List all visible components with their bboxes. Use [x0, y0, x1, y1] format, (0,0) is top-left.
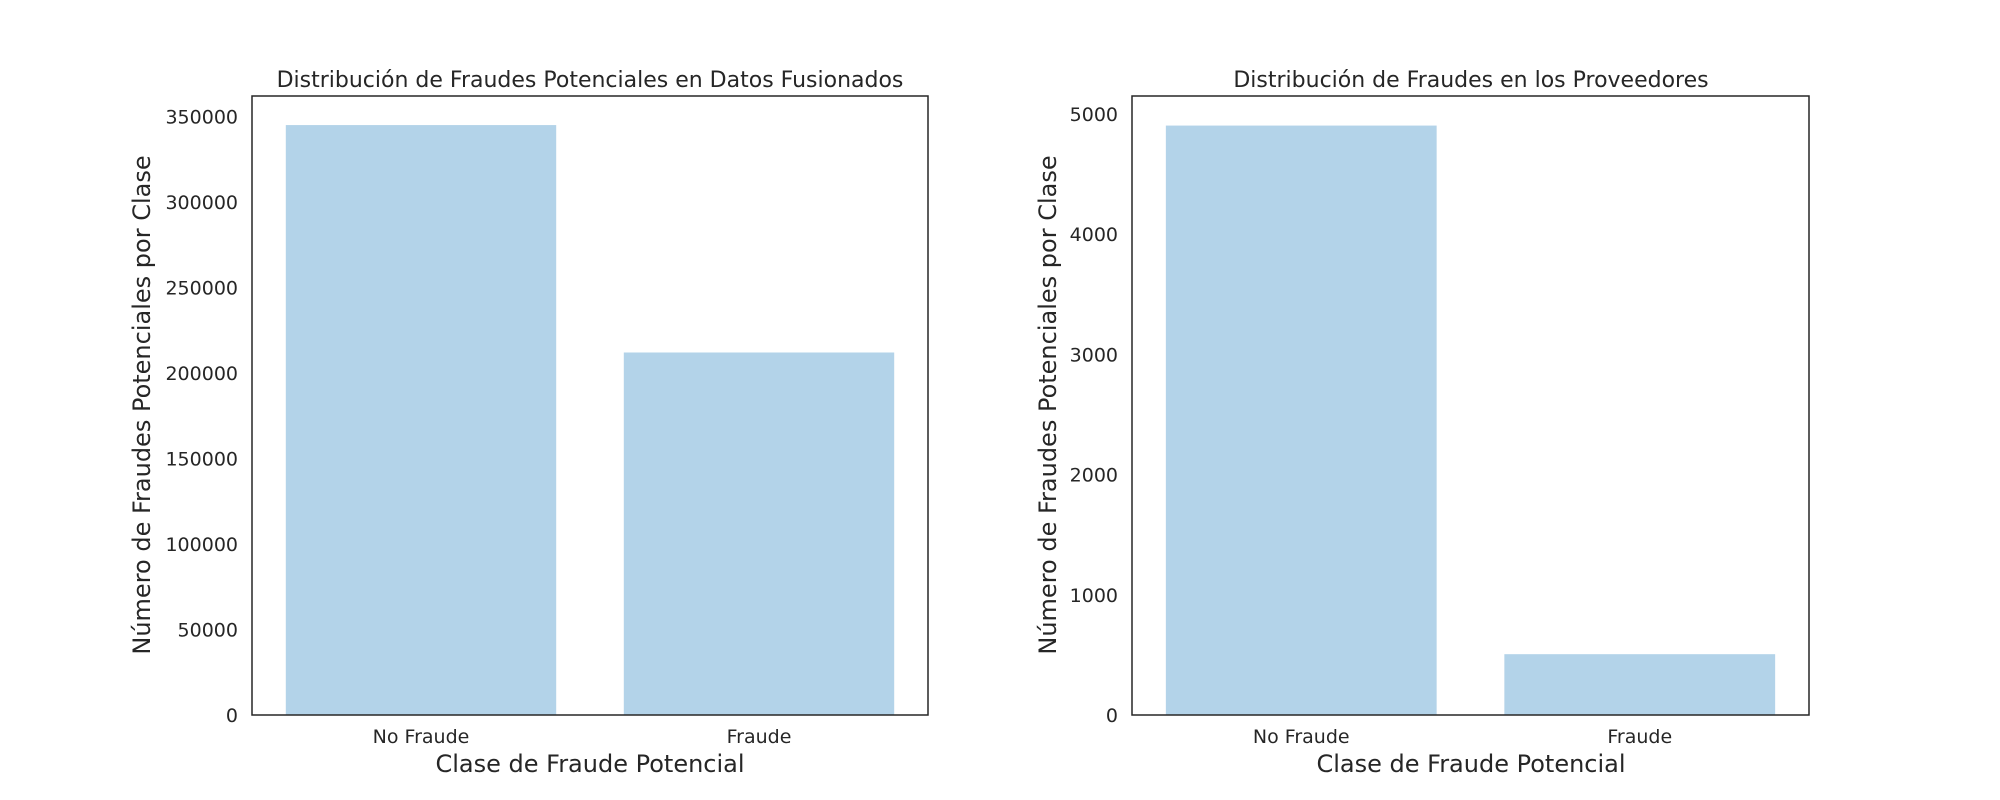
y-tick-label: 350000 — [165, 107, 238, 129]
y-tick-label: 150000 — [165, 449, 238, 471]
y-tick-label: 0 — [226, 705, 238, 727]
y-tick-label: 2000 — [1070, 465, 1118, 487]
chart-providers: Distribución de Fraudes en los Proveedor… — [1034, 68, 1810, 778]
y-axis-label: Número de Fraudes Potenciales por Clase — [128, 155, 156, 654]
x-tick-label: Fraude — [727, 726, 792, 748]
plot-frame — [1131, 95, 1810, 716]
plot-frame — [251, 95, 929, 716]
x-tick-label: No Fraude — [373, 726, 470, 748]
y-axis-ticks: 0 1000 2000 3000 4000 5000 — [1070, 104, 1118, 727]
y-tick-label: 4000 — [1070, 224, 1118, 246]
bar-fraude — [1504, 654, 1776, 715]
y-axis-label: Número de Fraudes Potenciales por Clase — [1034, 155, 1062, 654]
y-tick-label: 5000 — [1070, 104, 1118, 126]
y-tick-label: 300000 — [165, 192, 238, 214]
x-axis-ticks: No Fraude Fraude — [373, 726, 792, 748]
x-axis-label: Clase de Fraude Potencial — [435, 750, 744, 778]
x-axis-ticks: No Fraude Fraude — [1253, 726, 1672, 748]
y-tick-label: 1000 — [1070, 585, 1118, 607]
y-axis-ticks: 0 50000 100000 150000 200000 250000 300000 3500… — [165, 107, 238, 727]
x-tick-label: No Fraude — [1253, 726, 1350, 748]
y-tick-label: 100000 — [165, 534, 238, 556]
chart-title: Distribución de Fraudes en los Proveedor… — [1233, 68, 1708, 93]
bar-no-fraude — [1165, 125, 1437, 716]
chart-fused-data: Distribución de Fraudes Potenciales en D… — [128, 68, 929, 778]
bars-group — [1165, 125, 1776, 716]
y-tick-label: 200000 — [165, 363, 238, 385]
y-tick-label: 250000 — [165, 278, 238, 300]
bar-fraude — [623, 352, 895, 715]
y-tick-label: 3000 — [1070, 344, 1118, 366]
y-tick-label: 50000 — [178, 620, 238, 642]
chart-title: Distribución de Fraudes Potenciales en D… — [277, 68, 904, 93]
bar-no-fraude — [285, 125, 557, 715]
y-tick-label: 0 — [1106, 705, 1118, 727]
x-tick-label: Fraude — [1607, 726, 1672, 748]
x-axis-label: Clase de Fraude Potencial — [1316, 750, 1625, 778]
bars-group — [285, 125, 895, 715]
